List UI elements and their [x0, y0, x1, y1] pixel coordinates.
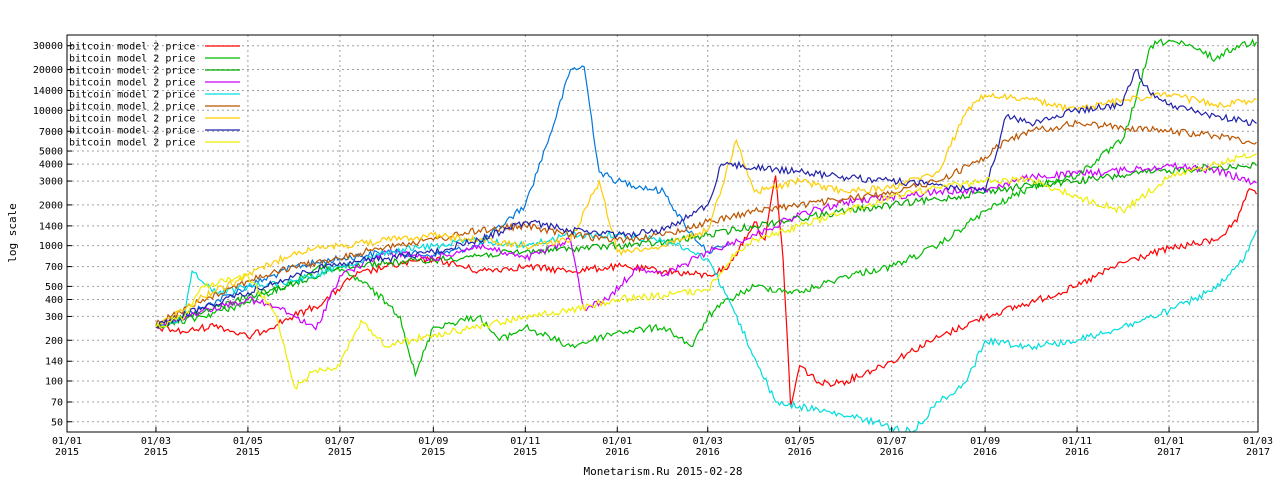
- series-line-4: [155, 161, 1257, 331]
- y-tick-label: 3000: [39, 177, 63, 188]
- legend-label-2: bitcoin model 2 price: [69, 54, 195, 65]
- y-tick-label: 400: [45, 295, 63, 306]
- y-tick-label: 2000: [39, 200, 63, 211]
- series-layer: [155, 38, 1258, 432]
- y-tick-label: 5000: [39, 147, 63, 158]
- legend-label-3: bitcoin model 2 price: [69, 66, 195, 77]
- y-tick-label: 7000: [39, 127, 63, 138]
- x-tick-label: 01/03: [693, 436, 723, 447]
- x-tick-year: 2015: [513, 447, 537, 458]
- series-line-6: [155, 119, 1257, 326]
- x-tick-year: 2016: [605, 447, 629, 458]
- x-tick-year: 2017: [1157, 447, 1181, 458]
- legend-label-7: bitcoin model 2 price: [69, 114, 195, 125]
- x-tick-year: 2016: [1065, 447, 1089, 458]
- legend-label-4: bitcoin model 2 price: [69, 78, 195, 89]
- series-line-5: [155, 229, 1258, 432]
- legend-label-1: bitcoin model 2 price: [69, 42, 195, 53]
- x-tick-label: 01/01: [1154, 436, 1184, 447]
- x-tick-label: 01/05: [785, 436, 815, 447]
- x-axis-label: Monetarism.Ru 2015-02-28: [584, 465, 743, 478]
- y-tick-label: 50: [51, 417, 63, 428]
- x-tick-label: 01/05: [233, 436, 263, 447]
- x-tick-label: 01/07: [877, 436, 907, 447]
- y-tick-label: 300: [45, 312, 63, 323]
- series-line-1: [155, 175, 1258, 407]
- legend-label-8: bitcoin model 2 price: [69, 126, 195, 137]
- series-line-8: [155, 68, 1257, 329]
- x-tick-year: 2015: [144, 447, 168, 458]
- x-tick-label: 01/03: [1243, 436, 1273, 447]
- grid: [66, 35, 1259, 432]
- x-tick-label: 01/11: [1062, 436, 1092, 447]
- x-tick-year: 2015: [236, 447, 260, 458]
- y-tick-label: 14000: [33, 86, 63, 97]
- y-tick-label: 30000: [33, 41, 63, 52]
- legend-label-6: bitcoin model 2 price: [69, 102, 195, 113]
- x-tick-year: 2017: [1246, 447, 1270, 458]
- x-tick-label: 01/07: [325, 436, 355, 447]
- plot-frame: [66, 34, 1259, 433]
- y-tick-label: 500: [45, 282, 63, 293]
- x-tick-label: 01/09: [418, 436, 448, 447]
- series-line-2: [155, 38, 1258, 378]
- legend-label-9: bitcoin model 2 price: [69, 138, 195, 149]
- x-tick-year: 2015: [421, 447, 445, 458]
- x-tick-year: 2015: [328, 447, 352, 458]
- x-tick-year: 2016: [973, 447, 997, 458]
- series-line-7: [155, 91, 1257, 330]
- x-tick-label: 01/01: [52, 436, 82, 447]
- y-tick-label: 1400: [39, 221, 63, 232]
- x-tick-year: 2016: [880, 447, 904, 458]
- x-tick-label: 01/01: [602, 436, 632, 447]
- y-tick-label: 200: [45, 336, 63, 347]
- series-line-unlabeled: [155, 65, 730, 329]
- y-tick-label: 140: [45, 357, 63, 368]
- series-line-9: [155, 152, 1257, 390]
- y-tick-label: 700: [45, 262, 63, 273]
- x-tick-year: 2016: [788, 447, 812, 458]
- x-tick-label: 01/11: [510, 436, 540, 447]
- y-tick-label: 1000: [39, 241, 63, 252]
- y-tick-label: 100: [45, 377, 63, 388]
- x-tick-label: 01/03: [141, 436, 171, 447]
- y-tick-label: 10000: [33, 106, 63, 117]
- x-axis: 01/01201501/03201501/05201501/07201501/0…: [52, 427, 1273, 458]
- y-tick-label: 4000: [39, 160, 63, 171]
- y-tick-label: 20000: [33, 65, 63, 76]
- y-axis-label: log scale: [6, 203, 19, 263]
- y-tick-label: 70: [51, 397, 63, 408]
- y-axis: 50 70 100 140 200 300 400 500 700 1000 1400 2000 300…: [33, 41, 72, 428]
- x-tick-year: 2015: [55, 447, 79, 458]
- x-tick-year: 2016: [696, 447, 720, 458]
- legend-label-5: bitcoin model 2 price: [69, 90, 195, 101]
- x-tick-label: 01/09: [970, 436, 1000, 447]
